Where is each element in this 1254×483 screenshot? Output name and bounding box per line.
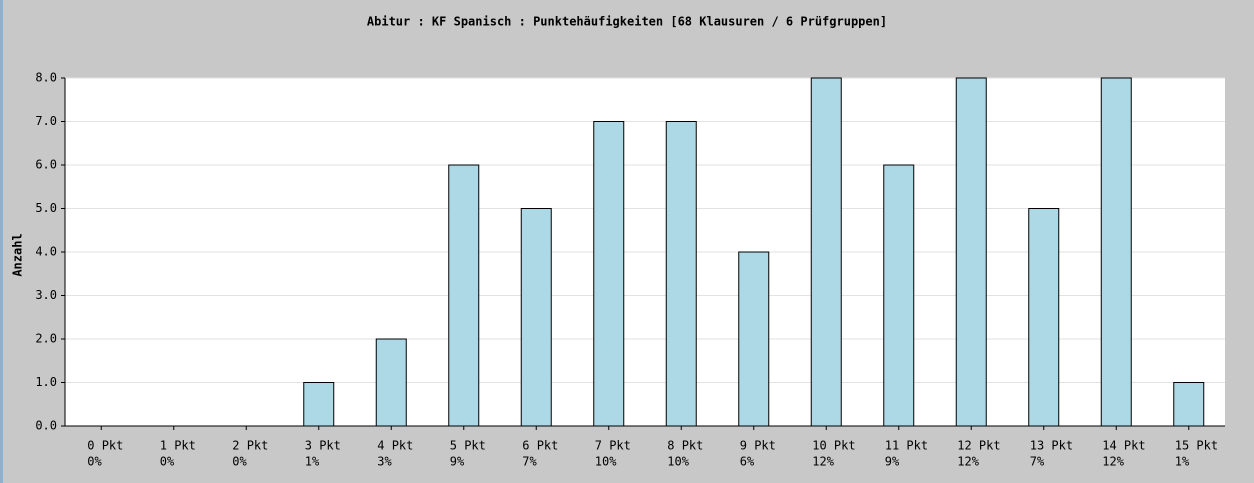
x-tick-percent: 12% (957, 455, 979, 469)
x-tick-percent: 7% (1030, 455, 1045, 469)
x-tick-percent: 7% (522, 455, 537, 469)
bar (1173, 382, 1205, 427)
bar (1028, 208, 1060, 427)
x-tick-label: 11 Pkt (885, 439, 928, 453)
x-tick-percent: 1% (1175, 455, 1190, 469)
x-tick-label: 14 Pkt (1102, 439, 1145, 453)
x-tick-percent: 1% (305, 455, 320, 469)
y-tick-label: 5.0 (35, 201, 57, 215)
bar (810, 77, 842, 427)
x-tick-percent: 3% (377, 455, 392, 469)
chart-title: Abitur : KF Spanisch : Punktehäufigkeite… (367, 15, 887, 29)
bar (593, 121, 625, 427)
x-tick-label: 4 Pkt (377, 439, 413, 453)
bar (520, 208, 552, 427)
x-tick-percent: 6% (740, 455, 755, 469)
x-tick-percent: 10% (595, 455, 617, 469)
bar (738, 251, 770, 427)
bar (955, 77, 987, 427)
bar (665, 121, 697, 427)
y-tick-label: 4.0 (35, 245, 57, 259)
x-tick-percent: 9% (450, 455, 465, 469)
x-tick-label: 5 Pkt (450, 439, 486, 453)
y-tick-label: 3.0 (35, 288, 57, 302)
x-tick-label: 6 Pkt (522, 439, 558, 453)
x-tick-label: 1 Pkt (160, 439, 196, 453)
bar (448, 164, 480, 427)
bar (883, 164, 915, 427)
bar (303, 382, 335, 427)
y-tick-label: 0.0 (35, 419, 57, 433)
x-tick-percent: 0% (232, 455, 247, 469)
y-tick-label: 6.0 (35, 158, 57, 172)
x-tick-label: 9 Pkt (740, 439, 776, 453)
y-tick-label: 8.0 (35, 71, 57, 85)
x-tick-label: 3 Pkt (305, 439, 341, 453)
y-tick-label: 7.0 (35, 114, 57, 128)
x-tick-percent: 10% (667, 455, 689, 469)
x-tick-label: 0 Pkt (87, 439, 123, 453)
y-axis-label: Anzahl (11, 233, 25, 276)
y-tick-label: 1.0 (35, 375, 57, 389)
x-tick-percent: 12% (1102, 455, 1124, 469)
x-tick-label: 8 Pkt (667, 439, 703, 453)
x-tick-percent: 0% (160, 455, 175, 469)
x-tick-label: 13 Pkt (1030, 439, 1073, 453)
x-tick-percent: 0% (87, 455, 102, 469)
x-tick-label: 12 Pkt (957, 439, 1000, 453)
x-tick-label: 7 Pkt (595, 439, 631, 453)
x-tick-label: 10 Pkt (812, 439, 855, 453)
window-edge (0, 0, 3, 483)
x-tick-label: 2 Pkt (232, 439, 268, 453)
bar (375, 338, 407, 427)
x-tick-percent: 12% (812, 455, 834, 469)
bar (1100, 77, 1132, 427)
x-tick-label: 15 Pkt (1175, 439, 1218, 453)
x-tick-percent: 9% (885, 455, 900, 469)
y-tick-label: 2.0 (35, 332, 57, 346)
